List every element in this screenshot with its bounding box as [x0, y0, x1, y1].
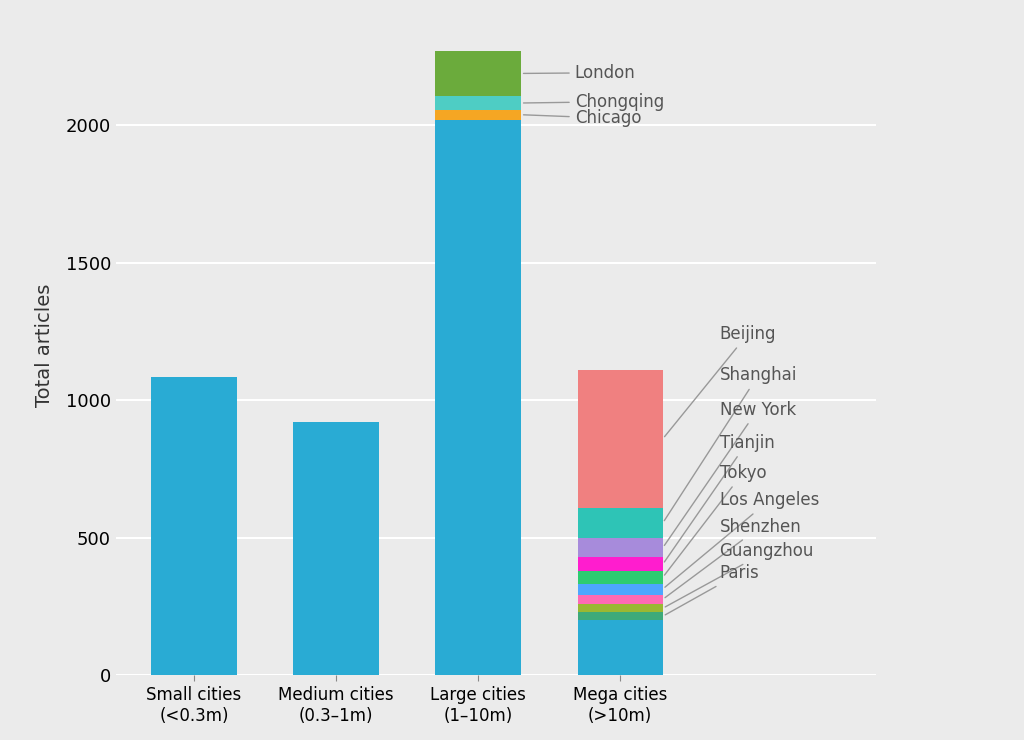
Bar: [578, 584, 663, 594]
Text: Beijing: Beijing: [665, 325, 776, 437]
Text: Los Angeles: Los Angeles: [665, 491, 819, 588]
Bar: [578, 620, 663, 675]
Bar: [578, 370, 663, 508]
Bar: [435, 120, 521, 675]
Text: Chicago: Chicago: [523, 109, 641, 127]
Bar: [578, 557, 663, 571]
Text: Chongqing: Chongqing: [523, 92, 664, 111]
Bar: [435, 51, 521, 96]
Bar: [294, 422, 379, 675]
Y-axis label: Total articles: Total articles: [36, 283, 54, 407]
Bar: [578, 594, 663, 604]
Bar: [578, 538, 663, 557]
Bar: [578, 508, 663, 538]
Bar: [435, 110, 521, 120]
Bar: [435, 96, 521, 110]
Text: Tokyo: Tokyo: [665, 464, 766, 575]
Bar: [578, 571, 663, 584]
Bar: [578, 613, 663, 620]
Text: Guangzhou: Guangzhou: [666, 542, 814, 607]
Text: Tianjin: Tianjin: [665, 434, 774, 562]
Text: New York: New York: [665, 400, 796, 545]
Text: Paris: Paris: [666, 565, 760, 615]
Text: Shenzhen: Shenzhen: [665, 517, 802, 598]
Text: London: London: [523, 64, 636, 81]
Text: Shanghai: Shanghai: [665, 366, 797, 521]
Bar: [578, 604, 663, 613]
Bar: [152, 377, 237, 675]
